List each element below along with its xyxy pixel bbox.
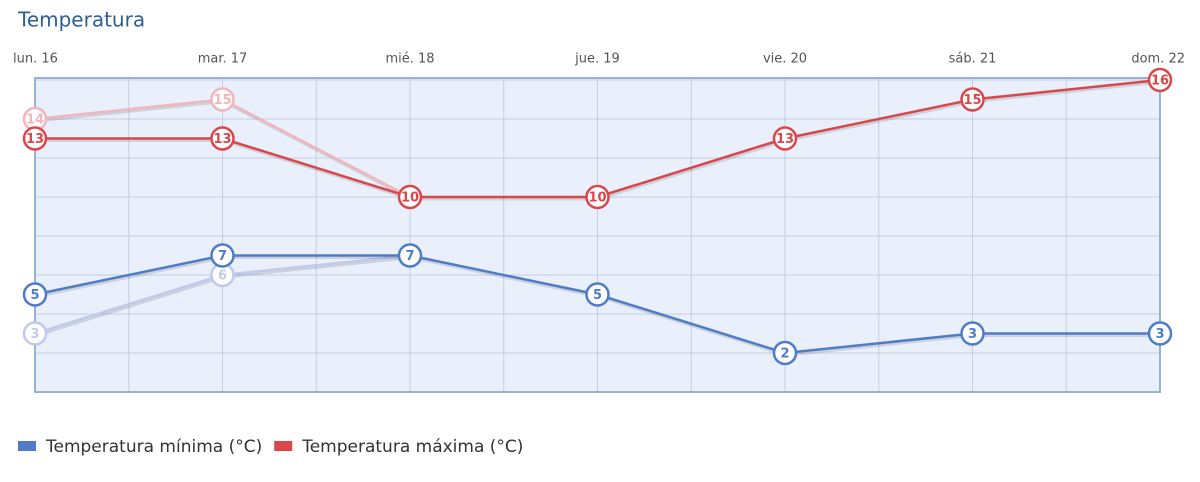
point <box>1147 321 1173 346</box>
plot-border <box>34 77 1161 393</box>
point <box>22 126 48 151</box>
point <box>210 87 235 112</box>
data-label: 7 <box>405 249 414 264</box>
x-tick-label: sáb. 21 <box>949 52 997 67</box>
data-label: 15 <box>213 93 231 108</box>
point <box>585 282 610 307</box>
data-label: 6 <box>218 269 227 284</box>
x-tick-label: mar. 17 <box>198 52 248 67</box>
point <box>397 243 423 268</box>
legend-label: Temperatura mínima (°C) <box>45 437 262 457</box>
x-tick-label: vie. 20 <box>763 52 807 67</box>
point <box>22 282 48 307</box>
data-label: 13 <box>213 132 231 147</box>
data-label: 10 <box>588 191 606 206</box>
data-label: 10 <box>401 191 419 206</box>
data-label: 13 <box>26 132 44 147</box>
legend-swatch <box>274 441 293 451</box>
point <box>772 126 798 151</box>
x-tick-label: mié. 18 <box>385 52 434 67</box>
data-label: 5 <box>593 288 602 303</box>
data-label: 5 <box>30 288 39 303</box>
data-label: 3 <box>1155 327 1164 342</box>
chart-title: Temperatura <box>17 8 145 32</box>
data-label: 15 <box>963 93 981 108</box>
x-tick-label: jue. 19 <box>574 52 620 67</box>
legend-label: Temperatura máxima (°C) <box>301 437 523 457</box>
point <box>210 126 235 151</box>
legend-swatch <box>18 441 36 451</box>
data-label: 2 <box>780 347 789 362</box>
point <box>585 184 610 210</box>
point <box>397 184 423 210</box>
x-tick-label: dom. 22 <box>1131 52 1185 67</box>
point <box>772 340 798 366</box>
point <box>960 87 985 112</box>
point <box>1147 67 1173 93</box>
data-label: 16 <box>1151 74 1169 89</box>
data-label: 3 <box>30 327 39 342</box>
point <box>210 243 235 268</box>
data-label: 14 <box>26 113 44 128</box>
data-label: 13 <box>776 132 794 147</box>
series: 13 13 10 10 13 15 16 <box>22 67 1173 210</box>
data-label: 7 <box>218 249 227 264</box>
data-label: 3 <box>968 327 977 342</box>
point <box>960 321 985 346</box>
x-tick-label: lun. 16 <box>13 52 58 67</box>
series: 5 7 7 5 2 3 3 <box>22 243 1173 366</box>
point <box>22 321 48 346</box>
